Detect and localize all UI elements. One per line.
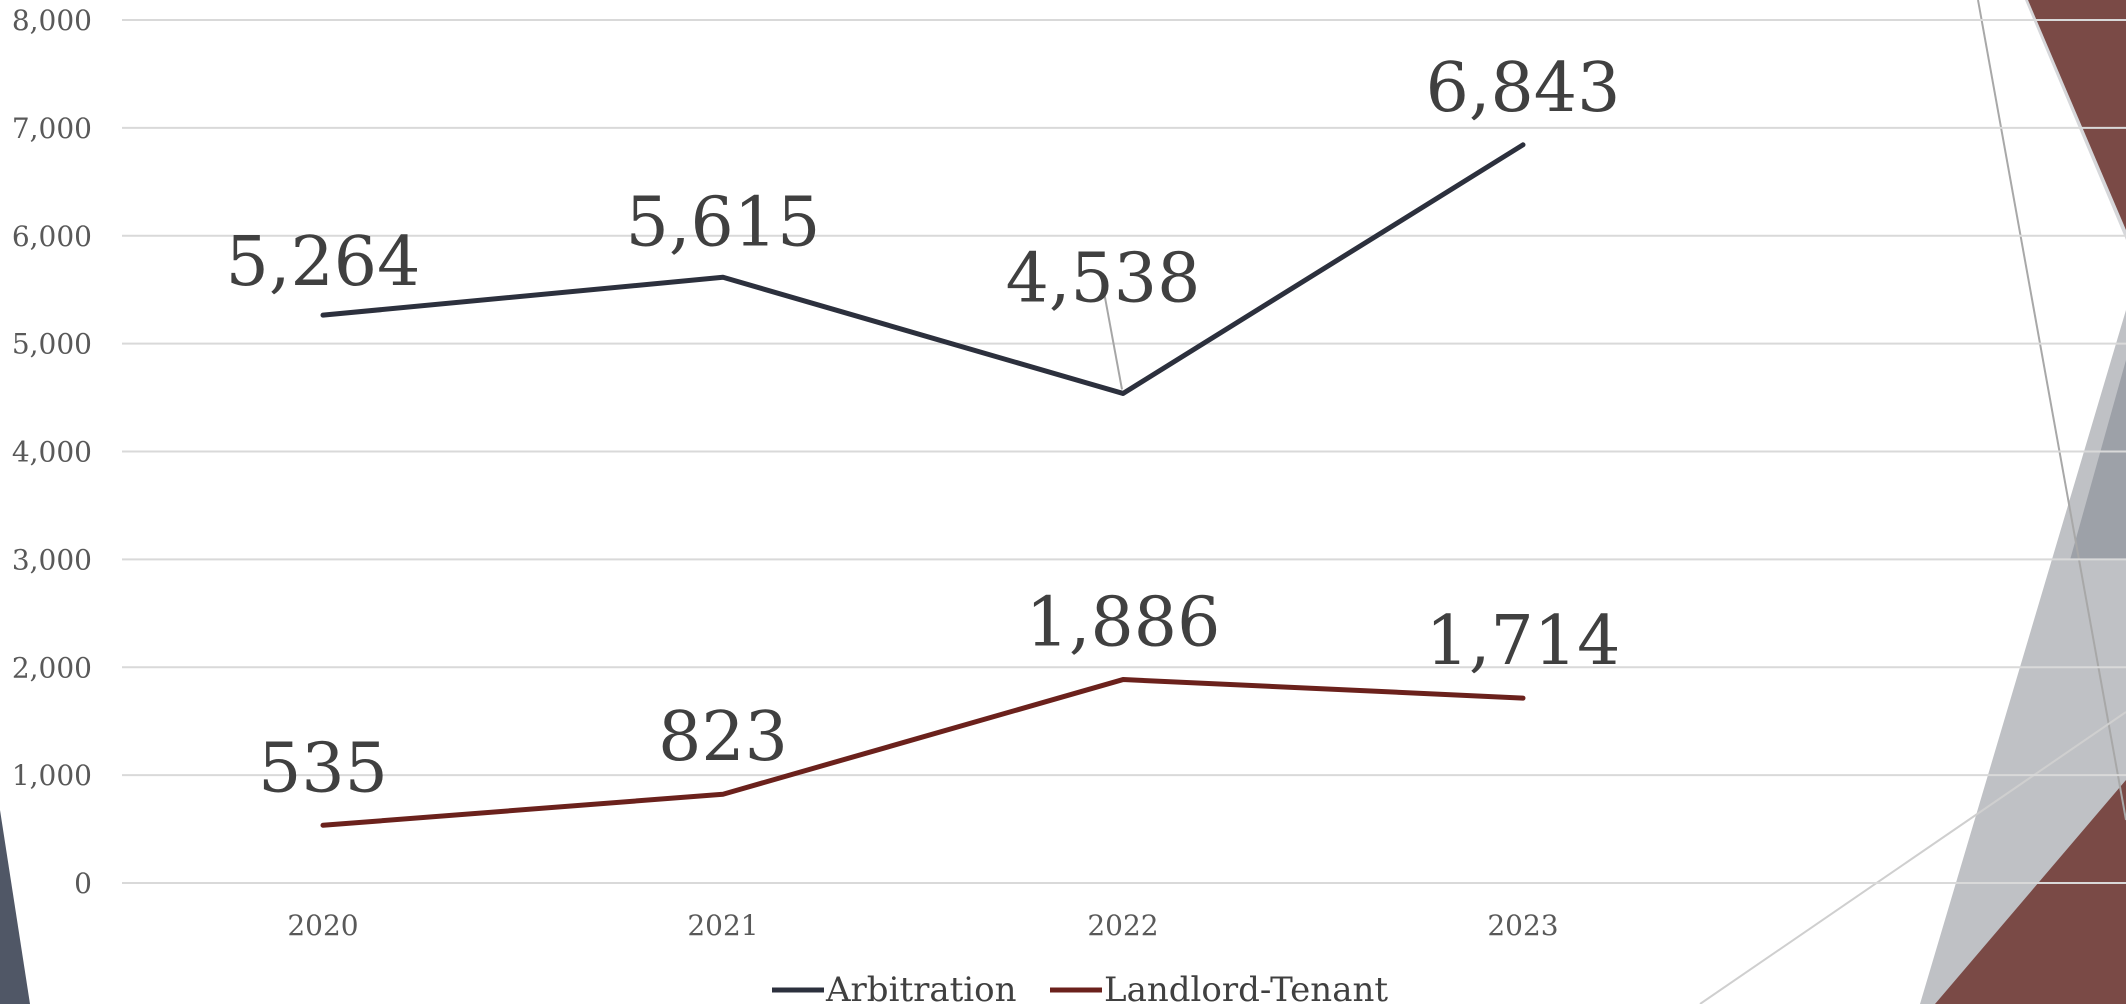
y-tick-label: 5,000 (12, 328, 92, 361)
y-tick-label: 2,000 (12, 651, 92, 684)
gridlines (122, 19, 2126, 884)
series-line-arbitration (320, 142, 1526, 396)
decor-maroon-bottom-facet (1935, 780, 2126, 1004)
data-label: 5,615 (626, 183, 821, 262)
y-tick-label: 0 (74, 867, 92, 900)
legend: Arbitration Landlord-Tenant (772, 970, 1388, 1004)
x-tick-label: 2023 (1487, 909, 1558, 942)
y-tick-label: 7,000 (12, 112, 92, 145)
x-tick-label: 2022 (1087, 909, 1158, 942)
decor-thin-line-a (1977, 0, 2126, 821)
data-label: 5,264 (226, 223, 421, 302)
decor-slate-facet (2070, 360, 2126, 560)
decor-gray-facet (1920, 310, 2126, 1004)
y-tick-label: 3,000 (12, 543, 92, 576)
x-tick-label: 2020 (287, 909, 358, 942)
data-label: 1,886 (1026, 584, 1221, 663)
legend-label-arbitration: Arbitration (825, 970, 1017, 1004)
data-label: 1,714 (1426, 602, 1621, 681)
x-axis-ticks: 2020 2021 2022 2023 (287, 909, 1558, 942)
y-tick-label: 6,000 (12, 220, 92, 253)
decor-thin-line-b (1699, 711, 2126, 1004)
series-lines (320, 142, 1526, 828)
x-tick-label: 2021 (687, 909, 758, 942)
data-label: 823 (658, 698, 788, 777)
data-label: 6,843 (1426, 49, 1621, 128)
legend-label-landlord-tenant: Landlord-Tenant (1104, 970, 1388, 1004)
decor-slate-left-facet (0, 810, 30, 1004)
data-labels: 5,264 5,615 4,538 6,843 535 823 1,886 1,714 (226, 49, 1621, 808)
data-label: 535 (258, 729, 388, 808)
y-tick-label: 8,000 (12, 4, 92, 37)
y-axis-ticks: 0 1,000 2,000 3,000 4,000 5,000 6,000 7,000 8,00… (12, 4, 92, 900)
decor-maroon-top-facet (2028, 0, 2126, 230)
series-line-landlord-tenant (320, 677, 1526, 828)
data-label-leader-line (1103, 291, 1123, 390)
y-tick-label: 1,000 (12, 759, 92, 792)
data-label: 4,538 (1006, 239, 1201, 318)
y-tick-label: 4,000 (12, 436, 92, 469)
